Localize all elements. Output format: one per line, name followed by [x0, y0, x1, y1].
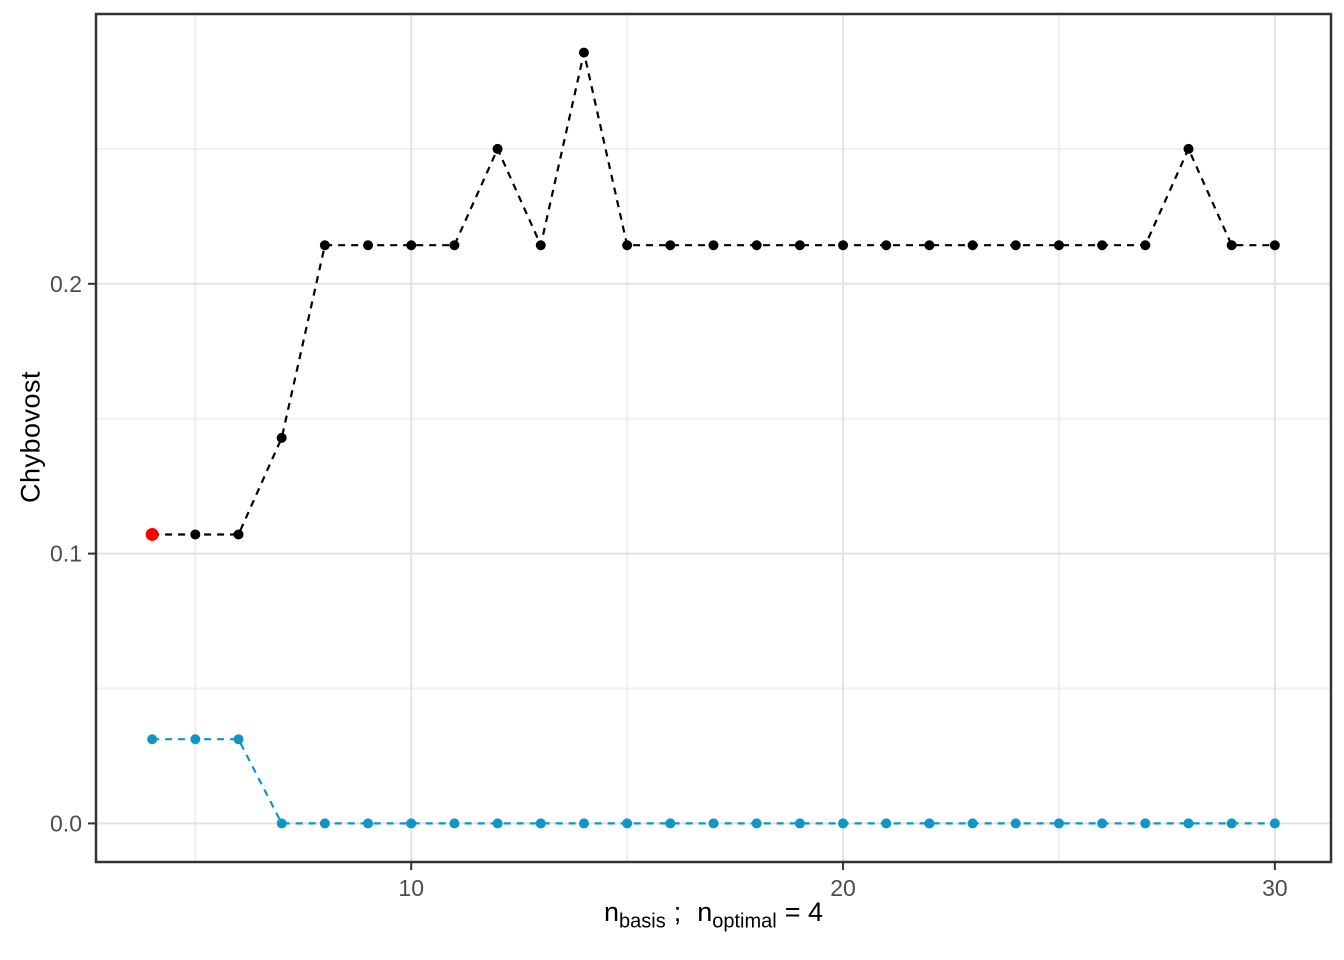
x-tick-label: 30 [1262, 875, 1288, 901]
series-point-train-error-blue [319, 818, 330, 829]
x-axis-title-sub2: optimal [712, 910, 777, 933]
series-point-test-error-black [881, 240, 892, 251]
series-point-train-error-blue [751, 818, 762, 829]
y-axis-title: Chybovost [15, 370, 46, 504]
series-point-test-error-black [838, 240, 849, 251]
series-point-test-error-black [233, 529, 244, 540]
series-point-test-error-black [190, 529, 201, 540]
series-point-test-error-black [967, 240, 978, 251]
series-point-train-error-blue [1010, 818, 1021, 829]
series-point-train-error-blue [708, 818, 719, 829]
series-point-test-error-black [1269, 240, 1280, 251]
optimal-point-red [145, 527, 159, 541]
series-point-train-error-blue [147, 734, 158, 745]
y-tick-label: 0.2 [50, 271, 82, 297]
x-axis-title-var1: n [603, 897, 619, 927]
series-point-train-error-blue [1053, 818, 1064, 829]
series-point-train-error-blue [578, 818, 589, 829]
x-axis-title-separator: ; [673, 897, 682, 927]
x-axis-title-var2: n [697, 897, 713, 927]
x-axis-title-sub1: basis [619, 910, 666, 933]
series-point-train-error-blue [406, 818, 417, 829]
y-tick-label: 0.0 [50, 810, 82, 836]
series-point-test-error-black [363, 240, 374, 251]
series-point-train-error-blue [190, 734, 201, 745]
series-point-train-error-blue [838, 818, 849, 829]
series-point-train-error-blue [276, 818, 287, 829]
series-point-train-error-blue [449, 818, 460, 829]
series-point-train-error-blue [492, 818, 503, 829]
series-point-train-error-blue [1226, 818, 1237, 829]
x-tick-label: 10 [398, 875, 424, 901]
x-axis-title: nbasis; noptimal = 4 [96, 897, 1331, 931]
series-point-test-error-black [1097, 240, 1108, 251]
series-point-train-error-blue [233, 734, 244, 745]
series-point-train-error-blue [881, 818, 892, 829]
series-point-test-error-black [924, 240, 935, 251]
x-axis-title-equals: = 4 [784, 897, 824, 927]
panel-border [94, 12, 1333, 864]
series-point-test-error-black [492, 143, 503, 154]
y-tick-label: 0.1 [50, 541, 82, 567]
series-point-test-error-black [1010, 240, 1021, 251]
series-point-test-error-black [1226, 240, 1237, 251]
series-point-test-error-black [751, 240, 762, 251]
series-point-test-error-black [708, 240, 719, 251]
series-point-train-error-blue [1140, 818, 1151, 829]
x-tick-label: 20 [830, 875, 856, 901]
series-point-test-error-black [1140, 240, 1151, 251]
series-point-train-error-blue [622, 818, 633, 829]
series-point-train-error-blue [924, 818, 935, 829]
series-point-test-error-black [406, 240, 417, 251]
series-point-test-error-black [319, 240, 330, 251]
series-point-test-error-black [1183, 143, 1194, 154]
series-point-train-error-blue [1097, 818, 1108, 829]
series-point-test-error-black [1053, 240, 1064, 251]
series-point-train-error-blue [535, 818, 546, 829]
series-point-test-error-black [622, 240, 633, 251]
series-point-test-error-black [449, 240, 460, 251]
series-point-test-error-black [794, 240, 805, 251]
series-point-test-error-black [535, 240, 546, 251]
series-point-test-error-black [578, 47, 589, 58]
series-point-train-error-blue [794, 818, 805, 829]
series-point-test-error-black [665, 240, 676, 251]
series-point-test-error-black [276, 432, 287, 443]
series-point-train-error-blue [363, 818, 374, 829]
series-point-train-error-blue [665, 818, 676, 829]
series-point-train-error-blue [967, 818, 978, 829]
panel-background [96, 14, 1331, 862]
series-point-train-error-blue [1183, 818, 1194, 829]
series-point-train-error-blue [1269, 818, 1280, 829]
